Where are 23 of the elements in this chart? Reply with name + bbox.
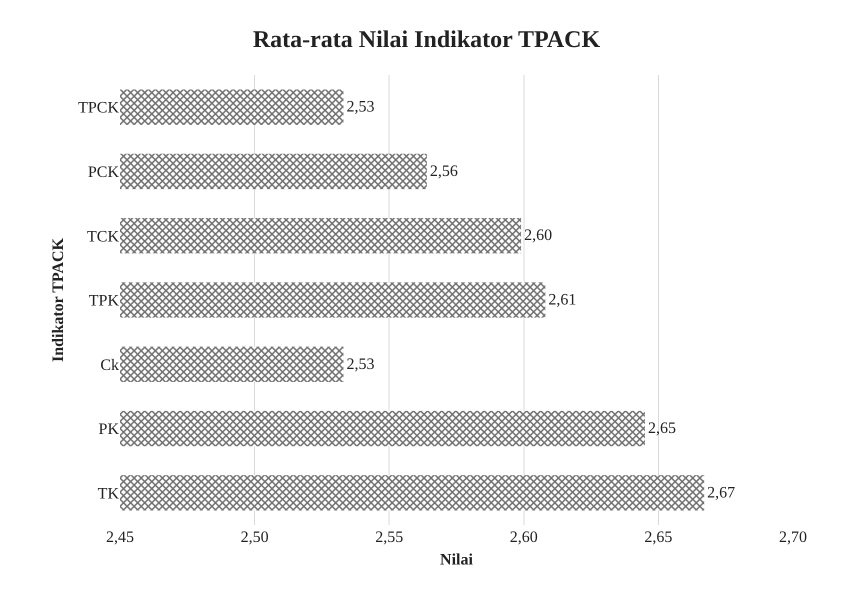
- data-label: 2,56: [430, 162, 458, 180]
- y-tick-label: TK: [98, 485, 120, 502]
- x-tick-label: 2,65: [644, 529, 672, 546]
- x-tick-label: 2,45: [106, 529, 134, 546]
- x-axis-title: Nilai: [440, 552, 474, 569]
- chart-title: Rata-rata Nilai Indikator TPACK: [252, 26, 601, 53]
- data-label: 2,67: [707, 484, 736, 502]
- y-tick-label: TPCK: [78, 100, 120, 117]
- y-tick-label: PK: [98, 421, 120, 438]
- x-tick-label: 2,70: [779, 529, 807, 546]
- y-tick-label: TPK: [88, 292, 120, 310]
- x-tick-label: 2,55: [375, 529, 404, 546]
- data-label: 2,61: [548, 292, 576, 308]
- data-label: 2,60: [524, 227, 552, 244]
- y-tick-label: Ck: [100, 356, 119, 374]
- x-tick-label: 2,60: [510, 529, 538, 546]
- data-label: 2,53: [346, 356, 374, 373]
- y-axis-title: Indikator TPACK: [50, 237, 67, 362]
- data-label: 2,65: [648, 420, 676, 438]
- y-tick-label: TCK: [87, 228, 120, 246]
- y-tick-label: PCK: [88, 164, 120, 182]
- x-tick-label: 2,50: [240, 529, 269, 546]
- data-label: 2,53: [346, 98, 374, 116]
